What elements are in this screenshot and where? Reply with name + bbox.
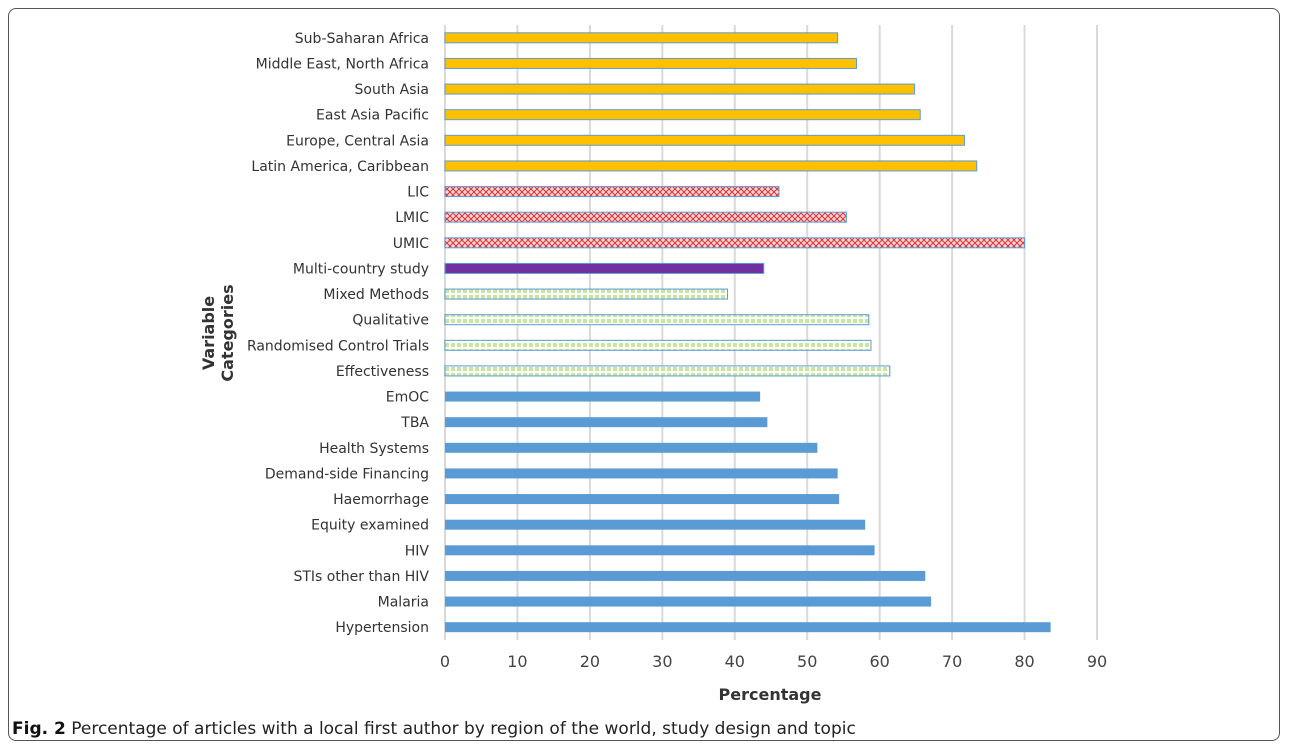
- category-label-middle-east-north-africa: Middle East, North Africa: [256, 56, 429, 72]
- category-label-umic: UMIC: [393, 236, 429, 252]
- category-label-effectiveness: Effectiveness: [336, 364, 429, 380]
- y-axis-title-line-2: Categories: [218, 284, 237, 381]
- bar-east-asia-pacific: [444, 109, 921, 121]
- gridlines: [444, 25, 1098, 640]
- bar-europe-central-asia: [444, 134, 965, 146]
- bar-qualitative: [444, 314, 870, 326]
- bar-south-asia: [444, 83, 915, 95]
- figure-caption-text: Percentage of articles with a local firs…: [71, 719, 856, 739]
- x-tick-30: 30: [652, 652, 672, 671]
- x-tick-40: 40: [725, 652, 745, 671]
- bar-multi-country-study: [444, 262, 765, 274]
- bar-demand-side-financing: [445, 468, 838, 479]
- category-label-haemorrhage: Haemorrhage: [333, 492, 429, 508]
- bar-randomised-control-trials: [444, 339, 872, 351]
- bar-equity-examined: [445, 519, 866, 530]
- y-axis-title: Variable Categories: [199, 284, 237, 381]
- bar-effectiveness: [444, 365, 891, 377]
- category-label-south-asia: South Asia: [355, 82, 429, 98]
- category-label-hiv: HIV: [405, 543, 430, 559]
- bar-latin-america-caribbean: [444, 160, 978, 172]
- category-label-lmic: LMIC: [395, 210, 429, 226]
- x-tick-labels: 0 10 20 30 40 50 60 70 80 90: [440, 652, 1107, 671]
- category-label-randomised-control-trials: Randomised Control Trials: [247, 338, 429, 354]
- category-label-tba: TBA: [400, 415, 429, 431]
- bar-lmic: [444, 211, 847, 223]
- category-label-qualitative: Qualitative: [352, 313, 429, 329]
- bar-malaria: [445, 596, 932, 607]
- x-tick-20: 20: [580, 652, 600, 671]
- bar-emoc: [445, 391, 761, 402]
- bars: [444, 32, 1051, 633]
- category-label-equity-examined: Equity examined: [311, 518, 429, 534]
- category-label-europe-central-asia: Europe, Central Asia: [286, 133, 429, 149]
- bar-lic: [444, 186, 780, 198]
- figure-label: Fig. 2: [12, 719, 66, 739]
- x-tick-60: 60: [869, 652, 889, 671]
- category-label-lic: LIC: [407, 185, 429, 201]
- bar-hypertension: [445, 622, 1051, 633]
- category-label-east-asia-pacific: East Asia Pacific: [316, 108, 429, 124]
- category-label-malaria: Malaria: [378, 595, 429, 611]
- y-axis-title-line-1: Variable: [199, 296, 218, 370]
- x-axis-title: Percentage: [719, 685, 822, 704]
- bar-tba: [445, 417, 768, 428]
- bar-sub-saharan-africa: [444, 32, 839, 44]
- figure-caption: Fig. 2 Percentage of articles with a loc…: [12, 719, 856, 739]
- bar-health-systems: [445, 442, 818, 453]
- bar-middle-east-north-africa: [444, 57, 857, 69]
- category-label-stis-other-than-hiv: STIs other than HIV: [293, 569, 429, 585]
- category-label-hypertension: Hypertension: [335, 620, 429, 636]
- bar-hiv: [445, 545, 875, 556]
- x-tick-70: 70: [942, 652, 962, 671]
- category-label-emoc: EmOC: [386, 390, 430, 406]
- bar-stis-other-than-hiv: [445, 570, 926, 581]
- x-tick-10: 10: [507, 652, 527, 671]
- x-tick-80: 80: [1014, 652, 1034, 671]
- bar-haemorrhage: [445, 494, 840, 505]
- category-label-mixed-methods: Mixed Methods: [323, 287, 429, 303]
- category-label-multi-country-study: Multi-country study: [293, 261, 429, 277]
- bar-umic: [444, 237, 1026, 249]
- category-label-latin-america-caribbean: Latin America, Caribbean: [251, 159, 429, 175]
- category-label-demand-side-financing: Demand-side Financing: [265, 466, 429, 482]
- category-label-health-systems: Health Systems: [319, 441, 429, 457]
- bar-chart: Sub-Saharan Africa Middle East, North Afr…: [199, 25, 1107, 704]
- bar-mixed-methods: [444, 288, 729, 300]
- x-tick-0: 0: [440, 652, 450, 671]
- category-labels: Sub-Saharan Africa Middle East, North Afr…: [247, 31, 429, 636]
- x-tick-90: 90: [1087, 652, 1107, 671]
- category-label-sub-saharan-africa: Sub-Saharan Africa: [295, 31, 429, 47]
- x-tick-50: 50: [797, 652, 817, 671]
